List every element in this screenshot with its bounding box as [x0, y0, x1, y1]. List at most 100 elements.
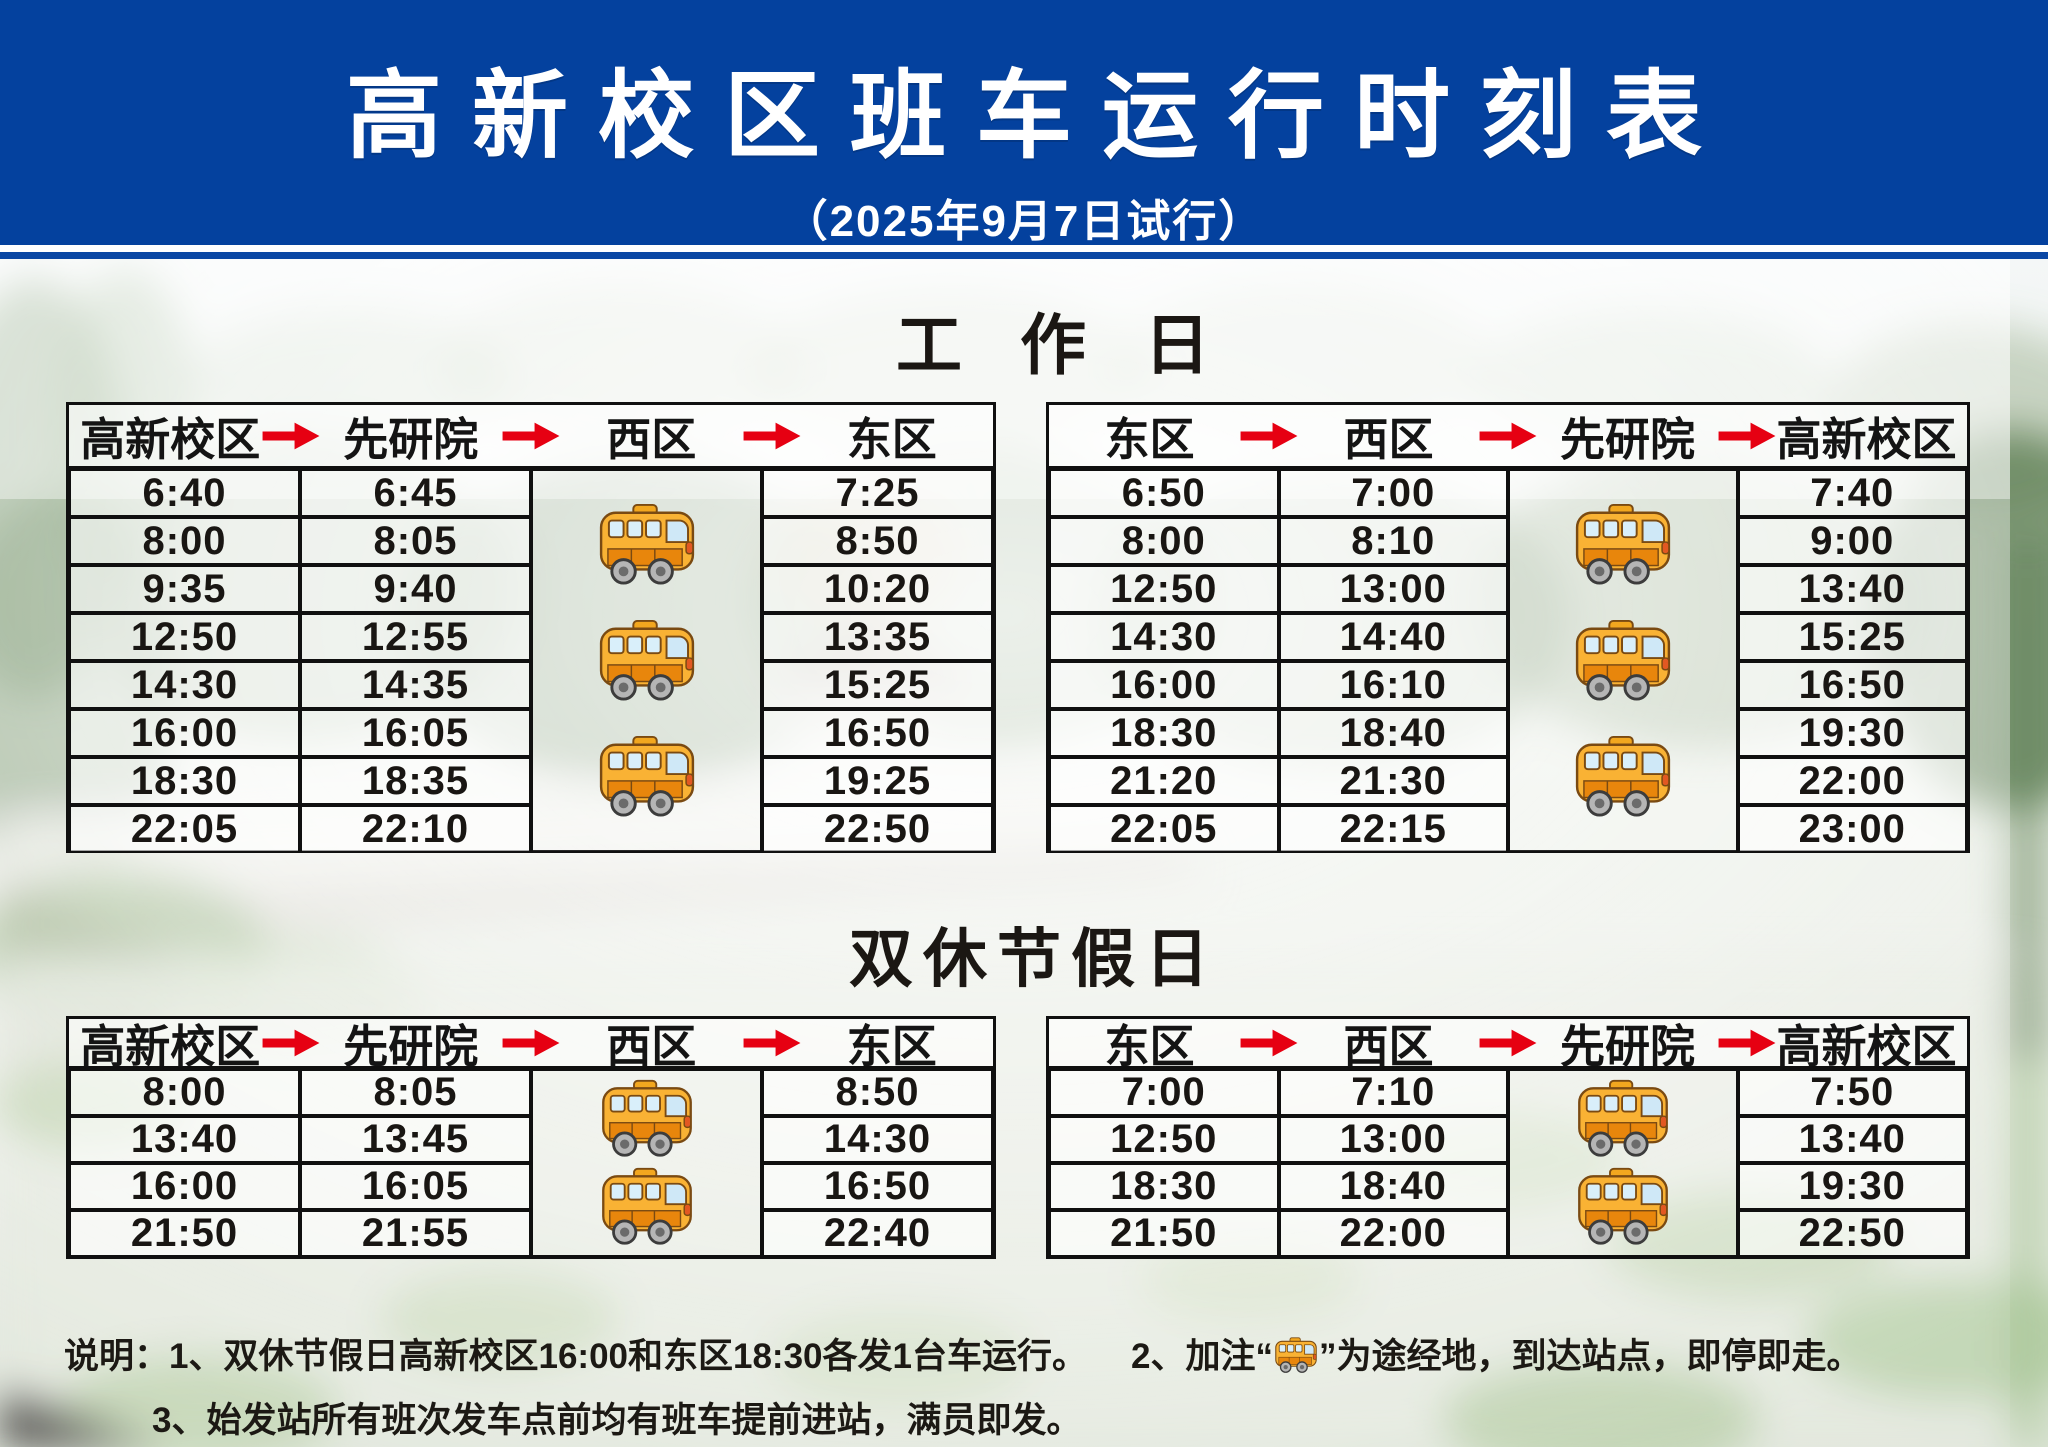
pass-through-cell	[531, 1069, 762, 1257]
time-cell: 8:05	[300, 1069, 531, 1116]
divider-stripe	[0, 245, 2048, 259]
station-header: 先研院	[343, 414, 479, 465]
arrow-right-icon	[1240, 1027, 1298, 1059]
time-cell: 22:00	[1278, 1210, 1508, 1257]
time-cell: 16:50	[1737, 661, 1967, 709]
time-cell: 18:30	[1049, 709, 1279, 757]
timetable-body: 8:00 8:05 8:50 13:40 13:45 14:30 16:00 16:05 16:…	[69, 1069, 993, 1257]
time-cell: 12:55	[300, 613, 531, 661]
arrow-right-icon	[262, 1027, 320, 1059]
station-header: 东区	[1104, 414, 1195, 465]
arrow-right-icon	[262, 420, 320, 452]
time-cell: 15:25	[1737, 613, 1967, 661]
time-cell: 21:50	[69, 1210, 300, 1257]
time-cell: 9:40	[300, 565, 531, 613]
time-cell: 22:05	[1049, 805, 1279, 853]
poster-subtitle: （2025年9月7日试行）	[783, 197, 1265, 246]
arrow-right-icon	[1479, 1027, 1537, 1059]
time-cell: 9:35	[69, 565, 300, 613]
time-cell: 8:00	[69, 1069, 300, 1116]
time-cell: 16:00	[69, 1163, 300, 1210]
time-cell: 22:50	[1737, 1210, 1967, 1257]
note-item-3: 3、始发站所有班次发车点前均有班车提前进站，满员即发。	[152, 1401, 1082, 1440]
arrow-right-icon	[1718, 420, 1776, 452]
note-item-1: 1、双休节假日高新校区16:00和东区18:30各发1台车运行。	[169, 1337, 1087, 1376]
time-cell: 16:05	[300, 709, 531, 757]
station-header: 高新校区	[1776, 1021, 1957, 1072]
time-cell: 19:30	[1737, 709, 1967, 757]
station-header: 西区	[606, 414, 697, 465]
time-cell: 6:40	[69, 469, 300, 517]
timetable-weekend-inbound: 东区 西区 先研院 高新校区 7:00 7:10 7:50 12:50 13:00 13:40 18…	[1046, 1016, 1970, 1259]
pass-through-cell	[531, 469, 762, 853]
poster-title: 高新校区班车运行时刻表	[346, 63, 1732, 170]
section-title-weekend: 双休节假日	[849, 923, 1219, 995]
arrow-right-icon	[502, 420, 560, 452]
arrow-right-icon	[743, 420, 801, 452]
note-item-2-prefix: 2、加注“	[1130, 1337, 1273, 1376]
time-cell: 18:40	[1278, 709, 1508, 757]
route-header: 东区 西区 先研院 高新校区	[1049, 1019, 1967, 1072]
time-cell: 14:35	[300, 661, 531, 709]
station-header: 西区	[1343, 1021, 1434, 1072]
time-cell: 21:20	[1049, 757, 1279, 805]
time-cell: 9:00	[1737, 517, 1967, 565]
time-cell: 8:05	[300, 517, 531, 565]
station-header: 高新校区	[1776, 414, 1957, 465]
bus-icon	[1571, 619, 1675, 703]
station-header: 高新校区	[80, 414, 261, 465]
time-cell: 6:50	[1049, 469, 1279, 517]
time-cell: 13:40	[1737, 1116, 1967, 1163]
time-cell: 16:00	[1049, 661, 1279, 709]
time-cell: 22:05	[69, 805, 300, 853]
time-cell: 8:00	[69, 517, 300, 565]
notes-intro: 说明：	[64, 1337, 170, 1376]
station-header: 东区	[1104, 1021, 1195, 1072]
time-cell: 16:10	[1278, 661, 1508, 709]
time-cell: 8:10	[1278, 517, 1508, 565]
arrow-right-icon	[1479, 420, 1537, 452]
time-cell: 7:00	[1049, 1069, 1279, 1116]
bus-icon	[1573, 1167, 1673, 1247]
station-header: 西区	[606, 1021, 697, 1072]
time-cell: 13:35	[762, 613, 993, 661]
bus-icon	[1273, 1334, 1319, 1392]
station-header: 先研院	[1559, 414, 1695, 465]
timetable-workday-outbound: 高新校区 先研院 西区 东区 6:40 6:45 7:25 8:00 8:05 8:50 9:35 9…	[66, 402, 996, 853]
pass-through-cell	[1508, 1069, 1738, 1257]
time-cell: 14:30	[69, 661, 300, 709]
time-cell: 16:50	[762, 1163, 993, 1210]
notes-line-2: 3、始发站所有班次发车点前均有班车提前进站，满员即发。	[152, 1392, 1984, 1447]
bus-icon	[597, 1167, 697, 1247]
time-cell: 7:00	[1278, 469, 1508, 517]
time-cell: 19:30	[1737, 1163, 1967, 1210]
time-cell: 15:25	[762, 661, 993, 709]
timetable-body: 6:40 6:45 7:25 8:00 8:05 8:50 9:35 9:40 10:20 12:…	[69, 469, 993, 853]
time-cell: 16:05	[300, 1163, 531, 1210]
time-cell: 19:25	[762, 757, 993, 805]
route-header: 高新校区 先研院 西区 东区	[69, 405, 993, 469]
time-cell: 22:15	[1278, 805, 1508, 853]
time-cell: 13:00	[1278, 565, 1508, 613]
time-cell: 18:30	[1049, 1163, 1279, 1210]
notes-line-1: 说明：1、双休节假日高新校区16:00和东区18:30各发1台车运行。 2、加注“…	[64, 1328, 1984, 1392]
bus-icon	[1573, 1079, 1673, 1159]
station-header: 东区	[846, 1021, 937, 1072]
bus-icon	[595, 735, 699, 819]
time-cell: 7:10	[1278, 1069, 1508, 1116]
notes: 说明：1、双休节假日高新校区16:00和东区18:30各发1台车运行。 2、加注“…	[64, 1328, 1984, 1447]
time-cell: 12:50	[1049, 565, 1279, 613]
time-cell: 7:25	[762, 469, 993, 517]
timetable-body: 6:50 7:00 7:40 8:00 8:10 9:00 12:50 13:00 13:40 1…	[1049, 469, 1967, 853]
arrow-right-icon	[502, 1027, 560, 1059]
time-cell: 22:00	[1737, 757, 1967, 805]
arrow-right-icon	[1718, 1027, 1776, 1059]
time-cell: 21:55	[300, 1210, 531, 1257]
time-cell: 18:40	[1278, 1163, 1508, 1210]
note-item-2-suffix: ”为途经地，到达站点，即停即走。	[1318, 1337, 1862, 1376]
time-cell: 18:35	[300, 757, 531, 805]
time-cell: 22:10	[300, 805, 531, 853]
time-cell: 8:50	[762, 1069, 993, 1116]
timetable-body: 7:00 7:10 7:50 12:50 13:00 13:40 18:30 18:40 19:…	[1049, 1069, 1967, 1257]
